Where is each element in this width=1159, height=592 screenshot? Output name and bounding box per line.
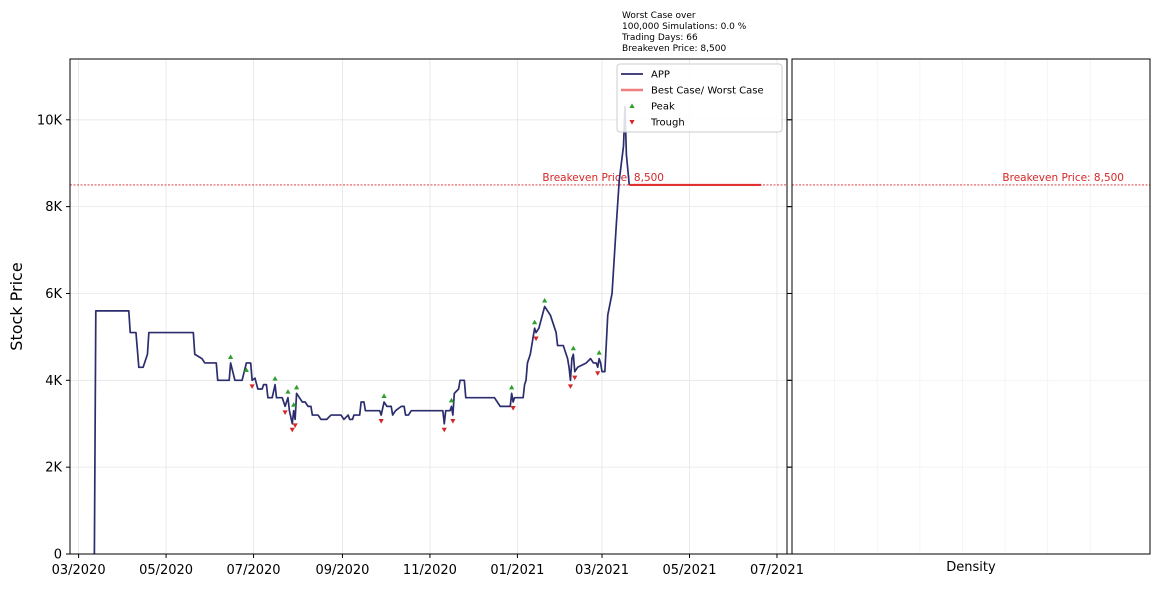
density-grid [792, 59, 1150, 555]
trough-marker [567, 384, 574, 389]
trough-marker [282, 410, 288, 415]
legend-label: Best Case/ Worst Case [651, 86, 764, 97]
y-axis-label: Stock Price [7, 262, 26, 350]
x-tick-label: 05/2021 [662, 563, 716, 578]
y-tick-label: 10K [37, 113, 63, 128]
peak-marker [285, 389, 291, 394]
markers-layer [228, 297, 602, 433]
annotation-line: 100,000 Simulations: 0.0 % [622, 22, 747, 32]
main-axes-frame [69, 58, 788, 555]
legend-box [616, 63, 783, 133]
peak-marker [291, 402, 297, 407]
peak-marker [293, 384, 300, 390]
peak-marker [532, 319, 538, 325]
legend-label: Peak [651, 102, 675, 113]
peak-marker [542, 297, 548, 303]
trough-marker [441, 427, 447, 433]
series-line-app [93, 105, 631, 555]
annotation-line: Breakeven Price: 8,500 [622, 44, 726, 54]
trough-marker [378, 419, 384, 424]
x-tick-label: 03/2020 [52, 563, 106, 578]
x-tick-label: 03/2021 [575, 563, 629, 578]
annotation-line: Trading Days: 66 [621, 33, 698, 43]
peak-marker [272, 376, 278, 381]
y-tick-label: 4K [45, 374, 62, 389]
series-layer [93, 105, 762, 555]
legend-swatch-peak [629, 103, 635, 108]
main-axes: Breakeven Price: 8,500 0 2K 4K 6K 8K 10K 03/2… [7, 58, 804, 578]
y-tick-label: 0 [54, 548, 62, 563]
y-tick-label: 8K [45, 200, 62, 215]
density-y-ticks [788, 119, 792, 555]
trough-marker [533, 336, 539, 342]
x-tick-label: 11/2020 [403, 563, 457, 578]
peak-marker [448, 397, 455, 403]
main-grid [70, 59, 787, 555]
y-ticks: 0 2K 4K 6K 8K 10K [37, 113, 791, 563]
x-ticks: 03/2020 05/2020 07/2020 09/2020 11/2020 01/20… [52, 554, 804, 578]
trough-marker [249, 384, 255, 389]
x-tick-label: 05/2020 [139, 563, 193, 578]
density-axes-frame [791, 58, 1151, 555]
breakeven-label-main: Breakeven Price: 8,500 [542, 172, 664, 184]
legend: APP Best Case/ Worst Case Peak Trough [616, 63, 783, 133]
y-tick-label: 2K [45, 461, 62, 476]
peak-marker [243, 367, 249, 372]
trough-marker [572, 375, 578, 381]
density-axes: Breakeven Price: 8,500 Density [788, 58, 1151, 575]
trough-marker [292, 423, 298, 428]
peak-marker [509, 384, 515, 390]
annotation-line: Worst Case over [622, 11, 696, 21]
legend-label: Trough [650, 118, 685, 129]
peak-marker [381, 393, 387, 399]
x-tick-label: 07/2020 [227, 563, 281, 578]
density-x-axis-label: Density [946, 560, 996, 575]
peak-marker [596, 350, 602, 355]
legend-label: APP [651, 70, 670, 81]
peak-marker [228, 354, 234, 359]
x-tick-label: 01/2021 [490, 563, 544, 578]
breakeven-label-density: Breakeven Price: 8,500 [1002, 172, 1124, 184]
x-tick-label: 07/2021 [750, 563, 804, 578]
y-tick-label: 6K [45, 287, 62, 302]
trough-marker [510, 406, 516, 411]
trough-marker [289, 427, 295, 433]
legend-swatch-trough [629, 120, 635, 125]
trough-marker [450, 419, 456, 424]
trough-marker [595, 371, 601, 376]
x-tick-label: 09/2020 [315, 563, 369, 578]
peak-marker [570, 345, 576, 351]
